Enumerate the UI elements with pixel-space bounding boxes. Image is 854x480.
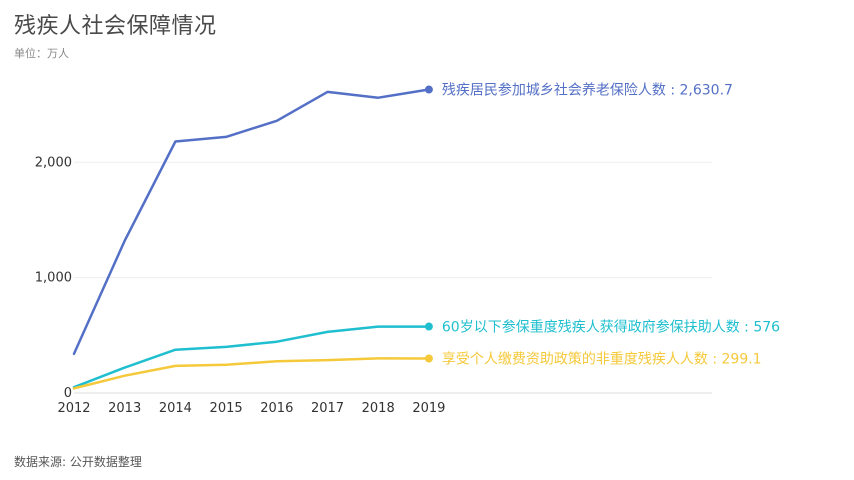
x-tick-label: 2017 (311, 401, 344, 416)
series-end-point (424, 354, 433, 363)
series-end-point (424, 85, 433, 94)
y-tick-label: 1,000 (35, 271, 72, 286)
data-source: 数据来源: 公开数据整理 (14, 455, 142, 469)
axes: 0 1,000 2,000 2012 2013 2014 2015 2016 2017 2018 2… (35, 155, 446, 416)
x-tick-label: 2016 (260, 401, 293, 416)
x-tick-label: 2019 (412, 401, 445, 416)
x-tick-label: 2018 (362, 401, 395, 416)
x-tick-label: 2015 (210, 401, 243, 416)
gridlines (74, 161, 712, 394)
y-tick-label: 2,000 (35, 155, 72, 170)
series-end-label: 残疾居民参加城乡社会养老保险人数 : 2,630.7 (442, 82, 733, 99)
x-tick-label: 2012 (57, 401, 90, 416)
series-end-label: 享受个人缴费资助政策的非重度残疾人人数 : 299.1 (442, 350, 762, 367)
series-end-label: 60岁以下参保重度残疾人获得政府参保扶助人数 : 576 (442, 319, 780, 336)
series-line (72, 357, 431, 390)
unit-label: 单位：万人 (14, 47, 69, 60)
end-labels: 残疾居民参加城乡社会养老保险人数 : 2,630.7 60岁以下参保重度残疾人获得… (442, 82, 780, 368)
series-line (72, 325, 431, 389)
series-line (72, 88, 431, 356)
chart-title: 残疾人社会保障情况 (14, 14, 217, 39)
series-lines (72, 85, 433, 390)
x-tick-label: 2014 (159, 401, 192, 416)
series-end-point (424, 322, 433, 331)
x-tick-label: 2013 (108, 401, 141, 416)
y-tick-label: 0 (64, 386, 72, 401)
